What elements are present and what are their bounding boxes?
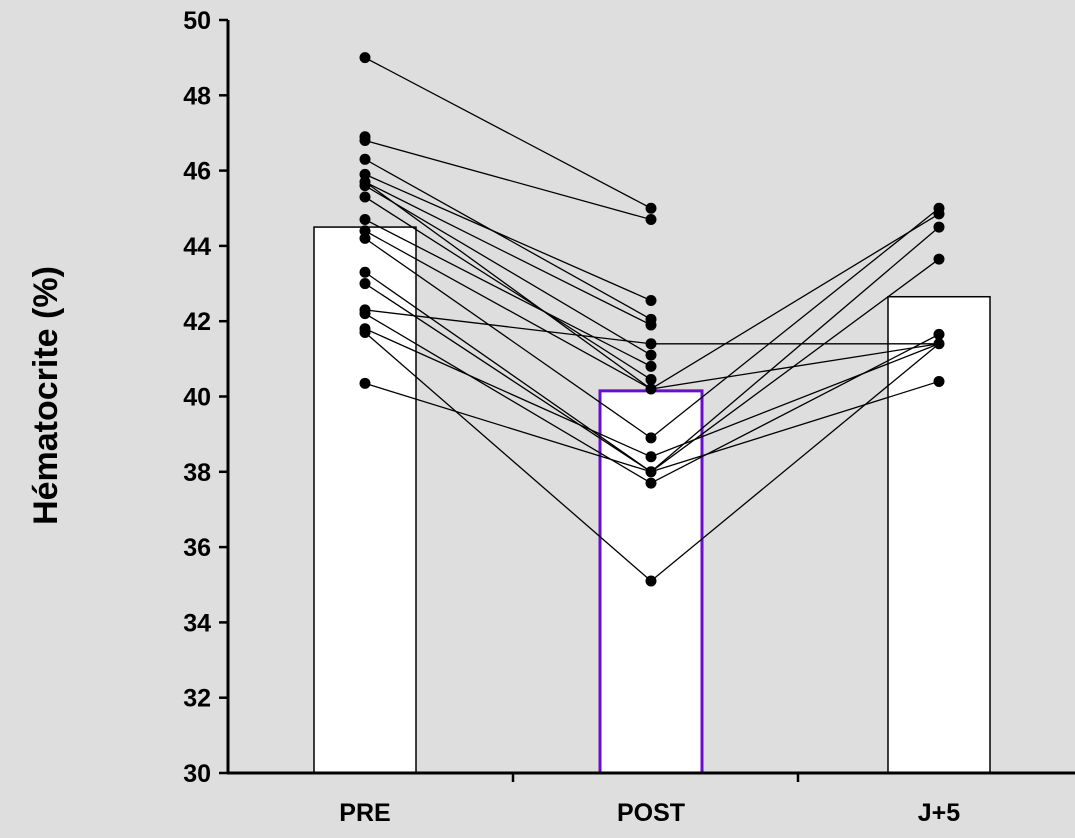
y-tick-label-30: 30	[183, 760, 211, 788]
subject-line-10-seg-1	[364, 237, 652, 439]
subject-line-8-seg-2	[650, 343, 940, 390]
data-point-pre-13	[359, 278, 371, 290]
y-tick-label-50: 50	[183, 7, 211, 35]
subject-line-13-seg-2	[650, 258, 940, 473]
data-point-post-12	[645, 451, 657, 463]
y-tick-label-32: 32	[183, 685, 211, 713]
data-point-post-10	[645, 383, 657, 395]
data-point-pre-8	[359, 191, 371, 203]
data-point-pre-7	[359, 180, 371, 192]
data-point-pre-15	[359, 308, 371, 320]
y-tick-label-48: 48	[183, 82, 211, 110]
data-point-post-6	[645, 338, 657, 350]
data-point-post-9	[645, 374, 657, 386]
bar-j-5	[887, 295, 991, 774]
y-tick-label-36: 36	[183, 534, 211, 562]
subject-line-17-seg-1	[364, 332, 652, 582]
data-point-pre-18	[359, 377, 371, 389]
subject-line-18-seg-2	[650, 380, 940, 473]
data-point-j-5-3	[933, 221, 945, 233]
data-point-post-13	[645, 466, 657, 478]
data-point-pre-10	[359, 225, 371, 237]
y-tick-label-42: 42	[183, 308, 211, 336]
data-point-post-7	[645, 349, 657, 361]
subject-line-1-seg-1	[364, 57, 652, 209]
data-point-post-8	[645, 360, 657, 372]
y-tick-label-38: 38	[183, 459, 211, 487]
x-tick-label-post: POST	[617, 799, 685, 827]
subject-line-4-seg-1	[364, 173, 652, 302]
subject-line-8-seg-1	[364, 181, 652, 390]
subject-line-5-seg-1	[364, 181, 652, 326]
subject-line-15-seg-2	[650, 333, 940, 484]
subject-line-2-seg-1	[364, 139, 652, 221]
data-point-j-5-5	[933, 328, 945, 340]
data-point-post-15	[645, 575, 657, 587]
subject-line-10-seg-2	[650, 207, 940, 439]
y-tick-label-44: 44	[183, 233, 211, 261]
subject-line-3-seg-1	[364, 158, 652, 320]
data-point-post-2	[645, 214, 657, 226]
y-tick-label-46: 46	[183, 158, 211, 186]
subject-line-9-seg-1	[364, 218, 652, 367]
subject-line-18-seg-1	[364, 382, 652, 473]
data-point-pre-11	[359, 232, 371, 244]
data-point-pre-9	[359, 214, 371, 226]
subject-line-11-seg-2	[650, 213, 940, 390]
data-point-post-5	[645, 319, 657, 331]
data-point-post-3	[645, 294, 657, 306]
subject-line-12-seg-2	[650, 226, 940, 473]
data-point-post-11	[645, 432, 657, 444]
subject-line-7-seg-1	[364, 196, 652, 381]
y-tick-label-34: 34	[183, 609, 211, 637]
subject-line-11-seg-1	[364, 230, 652, 390]
subject-line-16-seg-2	[650, 343, 940, 458]
data-point-pre-5	[359, 168, 371, 180]
data-point-j-5-7	[933, 375, 945, 387]
data-point-post-14	[645, 477, 657, 489]
data-point-j-5-2	[933, 208, 945, 220]
y-tick-label-40: 40	[183, 384, 211, 412]
data-point-j-5-4	[933, 253, 945, 265]
subject-line-14-seg-1	[364, 309, 652, 345]
data-point-pre-4	[359, 153, 371, 165]
data-point-pre-12	[359, 266, 371, 278]
subject-line-16-seg-1	[364, 328, 652, 458]
data-point-pre-3	[359, 134, 371, 146]
data-point-j-5-6	[933, 338, 945, 350]
subject-line-6-seg-1	[364, 185, 652, 356]
subject-line-15-seg-1	[364, 313, 652, 484]
data-point-post-1	[645, 202, 657, 214]
subject-line-17-seg-2	[650, 343, 940, 582]
x-tick-label-j-5: J+5	[918, 799, 961, 827]
y-axis-label: Hématocrite (%)	[26, 265, 65, 525]
data-point-pre-1	[359, 52, 371, 64]
subject-line-12-seg-1	[364, 271, 652, 473]
data-point-pre-17	[359, 326, 371, 338]
x-tick-label-pre: PRE	[339, 799, 390, 827]
